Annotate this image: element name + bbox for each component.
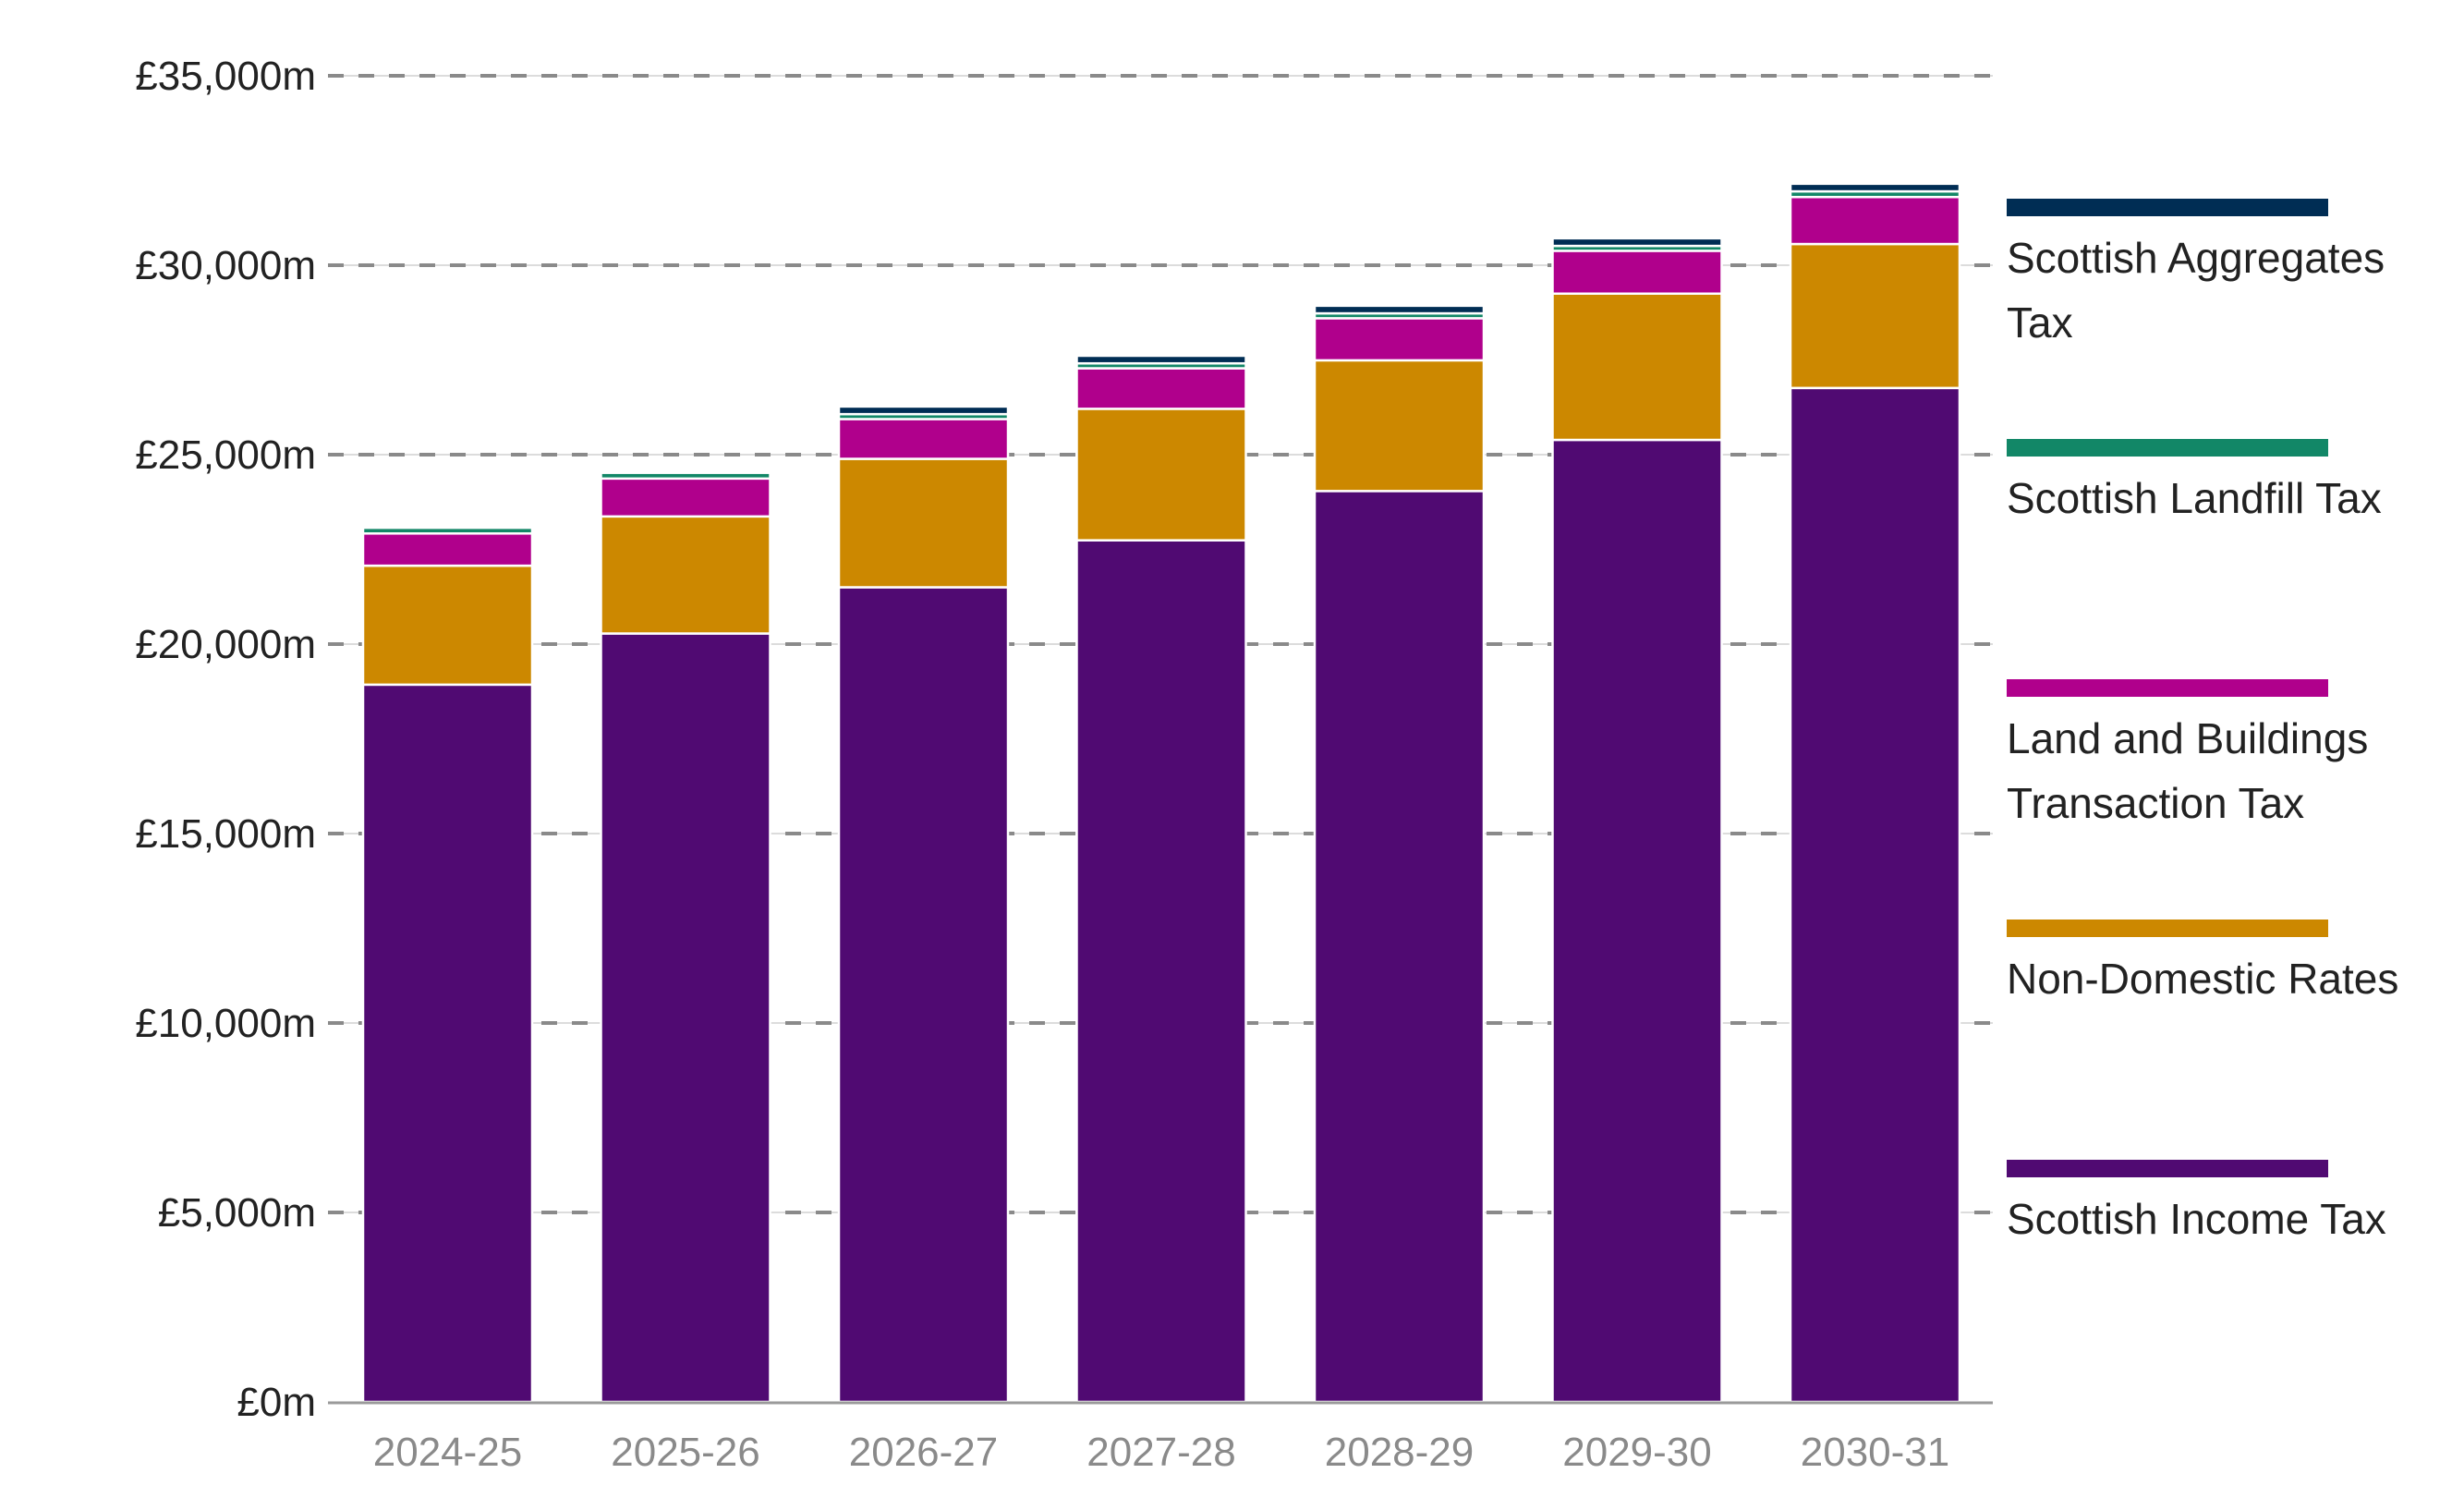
bar-segment-scottish-income-tax <box>361 683 534 1404</box>
legend-label: Transaction Tax <box>2007 779 2304 827</box>
bar-segment-scottish-landfill-tax <box>361 526 534 535</box>
y-tick-label: £20,000m <box>135 622 316 667</box>
legend-item: Scottish Landfill Tax <box>2007 439 2382 522</box>
bar-segment-scottish-income-tax <box>1313 490 1486 1404</box>
bar-segment-scottish-aggregates-tax <box>1551 237 1723 248</box>
y-tick-label: £5,000m <box>158 1190 316 1236</box>
x-tick-label: 2026-27 <box>849 1430 998 1475</box>
bars <box>361 182 1961 1404</box>
bar-segment-non-domestic-rates <box>837 457 1010 589</box>
legend-item: Land and Buildings Transaction Tax <box>2007 679 2368 827</box>
bar-segment-scottish-income-tax <box>837 586 1010 1404</box>
bar-segment-land-and-buildings-transaction-tax <box>1551 250 1723 296</box>
y-tick-label: £35,000m <box>135 54 316 99</box>
legend-swatch <box>2007 439 2328 457</box>
y-axis-tick-labels: £0m £5,000m £10,000m £15,000m £20,000m £25,00… <box>135 54 316 1425</box>
x-axis-tick-labels: 2024-25 2025-26 2026-27 2027-28 2028-29 2029-… <box>373 1430 1949 1475</box>
legend-swatch <box>2007 920 2328 937</box>
legend-label: Scottish Aggregates <box>2007 234 2385 282</box>
legend-swatch <box>2007 1160 2328 1177</box>
bar-segment-land-and-buildings-transaction-tax <box>600 477 771 518</box>
legend-swatch <box>2007 199 2328 216</box>
bar-segment-scottish-aggregates-tax <box>1789 182 1961 193</box>
bar-segment-scottish-aggregates-tax <box>1313 304 1486 315</box>
y-tick-label: £15,000m <box>135 811 316 857</box>
legend-item: Scottish Aggregates Tax <box>2007 199 2385 347</box>
y-tick-label: £30,000m <box>135 243 316 288</box>
bar-segment-land-and-buildings-transaction-tax <box>837 418 1010 460</box>
bar-segment-scottish-income-tax <box>600 632 771 1404</box>
bar-segment-scottish-aggregates-tax <box>837 405 1010 416</box>
x-tick-label: 2024-25 <box>373 1430 522 1475</box>
legend-label: Land and Buildings <box>2007 714 2368 762</box>
bar-segment-scottish-aggregates-tax <box>1075 354 1247 365</box>
bar-segment-land-and-buildings-transaction-tax <box>1313 317 1486 362</box>
bar-segment-scottish-income-tax <box>1789 386 1961 1404</box>
bar-segment-non-domestic-rates <box>361 564 534 687</box>
x-tick-label: 2030-31 <box>1801 1430 1949 1475</box>
y-tick-label: £0m <box>237 1380 316 1425</box>
bar-segment-land-and-buildings-transaction-tax <box>1789 195 1961 246</box>
x-tick-label: 2028-29 <box>1325 1430 1474 1475</box>
bar-segment-non-domestic-rates <box>1313 359 1486 493</box>
y-tick-label: £25,000m <box>135 432 316 478</box>
bar-segment-non-domestic-rates <box>600 515 771 635</box>
legend-label: Non-Domestic Rates <box>2007 955 2398 1003</box>
x-tick-label: 2025-26 <box>611 1430 759 1475</box>
bar-segment-scottish-income-tax <box>1551 438 1723 1404</box>
bar-segment-land-and-buildings-transaction-tax <box>1075 367 1247 410</box>
bar-segment-scottish-landfill-tax <box>600 471 771 481</box>
bar-segment-non-domestic-rates <box>1075 408 1247 542</box>
x-tick-label: 2027-28 <box>1086 1430 1235 1475</box>
legend-label: Scottish Landfill Tax <box>2007 474 2382 522</box>
legend-item: Scottish Income Tax <box>2007 1160 2386 1243</box>
legend: Scottish Aggregates Tax Scottish Landfill … <box>2007 199 2398 1243</box>
legend-swatch <box>2007 679 2328 697</box>
legend-item: Non-Domestic Rates <box>2007 920 2398 1003</box>
bar-segment-non-domestic-rates <box>1789 242 1961 390</box>
bar-segment-scottish-income-tax <box>1075 539 1247 1404</box>
legend-label: Scottish Income Tax <box>2007 1195 2386 1243</box>
y-tick-label: £10,000m <box>135 1001 316 1046</box>
bar-segment-land-and-buildings-transaction-tax <box>361 532 534 567</box>
x-tick-label: 2029-30 <box>1562 1430 1711 1475</box>
bar-segment-non-domestic-rates <box>1551 292 1723 442</box>
legend-label: Tax <box>2007 298 2073 347</box>
